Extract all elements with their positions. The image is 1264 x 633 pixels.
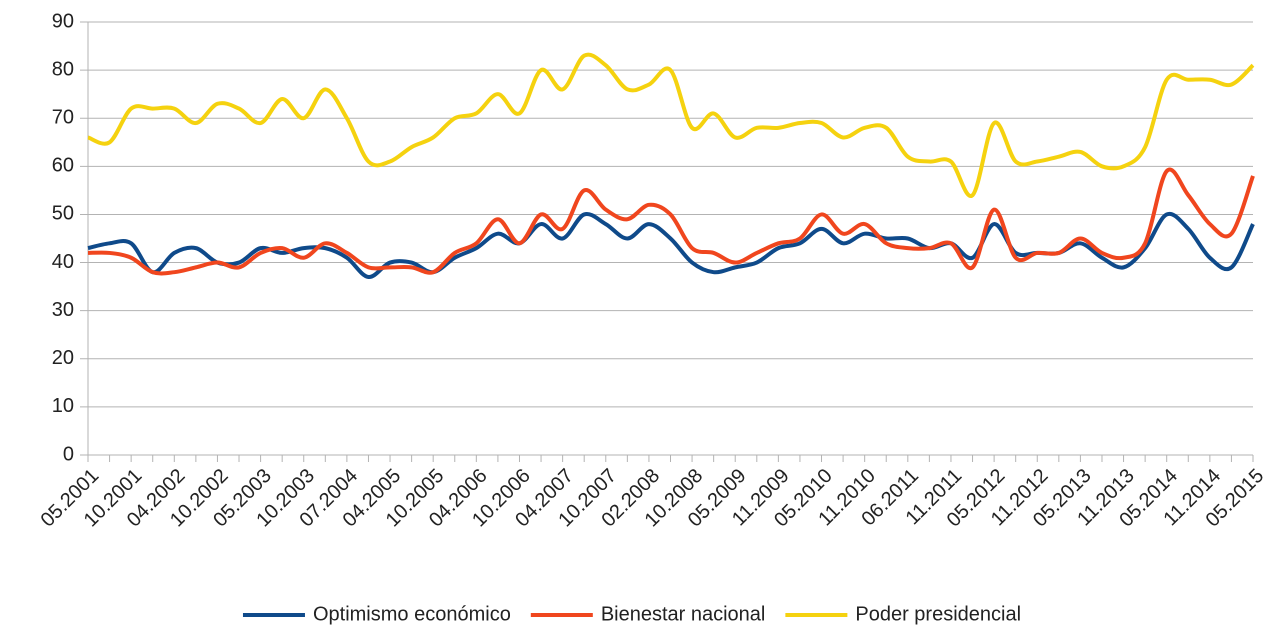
legend-label: Optimismo económico <box>313 603 511 625</box>
y-tick-label: 0 <box>63 443 74 465</box>
legend-label: Bienestar nacional <box>601 603 766 625</box>
y-tick-label: 90 <box>52 10 74 32</box>
y-tick-label: 20 <box>52 347 74 369</box>
line-series <box>87 167 1255 276</box>
line-series <box>87 52 1255 198</box>
line-series <box>87 211 1255 279</box>
y-tick-label: 30 <box>52 299 74 321</box>
y-tick-label: 60 <box>52 155 74 177</box>
y-tick-label: 50 <box>52 203 74 225</box>
y-tick-label: 10 <box>52 395 74 417</box>
y-tick-label: 40 <box>52 251 74 273</box>
y-tick-label: 70 <box>52 107 74 129</box>
y-tick-label: 80 <box>52 58 74 80</box>
legend-label: Poder presidencial <box>855 603 1021 625</box>
